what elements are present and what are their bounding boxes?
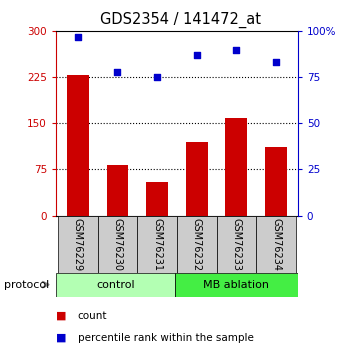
Bar — [67, 75, 89, 216]
Bar — [58, 216, 97, 273]
Point — [75, 34, 81, 39]
Text: MB ablation: MB ablation — [203, 280, 269, 289]
Bar — [137, 216, 177, 273]
Bar — [106, 165, 128, 216]
Bar — [265, 147, 287, 216]
Bar — [56, 273, 175, 297]
Text: percentile rank within the sample: percentile rank within the sample — [78, 333, 253, 343]
Bar — [226, 118, 247, 216]
Text: GSM76233: GSM76233 — [231, 218, 242, 270]
Bar — [186, 142, 208, 216]
Bar — [97, 216, 137, 273]
Text: ■: ■ — [56, 311, 66, 321]
Point — [114, 69, 120, 75]
Text: GSM76230: GSM76230 — [112, 218, 122, 270]
Text: ■: ■ — [56, 333, 66, 343]
Text: GSM76231: GSM76231 — [152, 218, 162, 270]
Text: control: control — [96, 280, 135, 289]
Text: protocol: protocol — [4, 280, 49, 289]
Point — [154, 75, 160, 80]
Text: GSM76229: GSM76229 — [73, 218, 83, 270]
Text: GSM76234: GSM76234 — [271, 218, 281, 270]
Point — [194, 52, 200, 58]
Bar — [256, 216, 296, 273]
Text: GDS2354 / 141472_at: GDS2354 / 141472_at — [100, 12, 261, 28]
Bar — [146, 182, 168, 216]
Bar — [175, 273, 298, 297]
Point — [234, 47, 239, 52]
Point — [273, 60, 279, 65]
Bar — [217, 216, 256, 273]
Text: count: count — [78, 311, 107, 321]
Bar — [177, 216, 217, 273]
Text: GSM76232: GSM76232 — [192, 218, 202, 270]
